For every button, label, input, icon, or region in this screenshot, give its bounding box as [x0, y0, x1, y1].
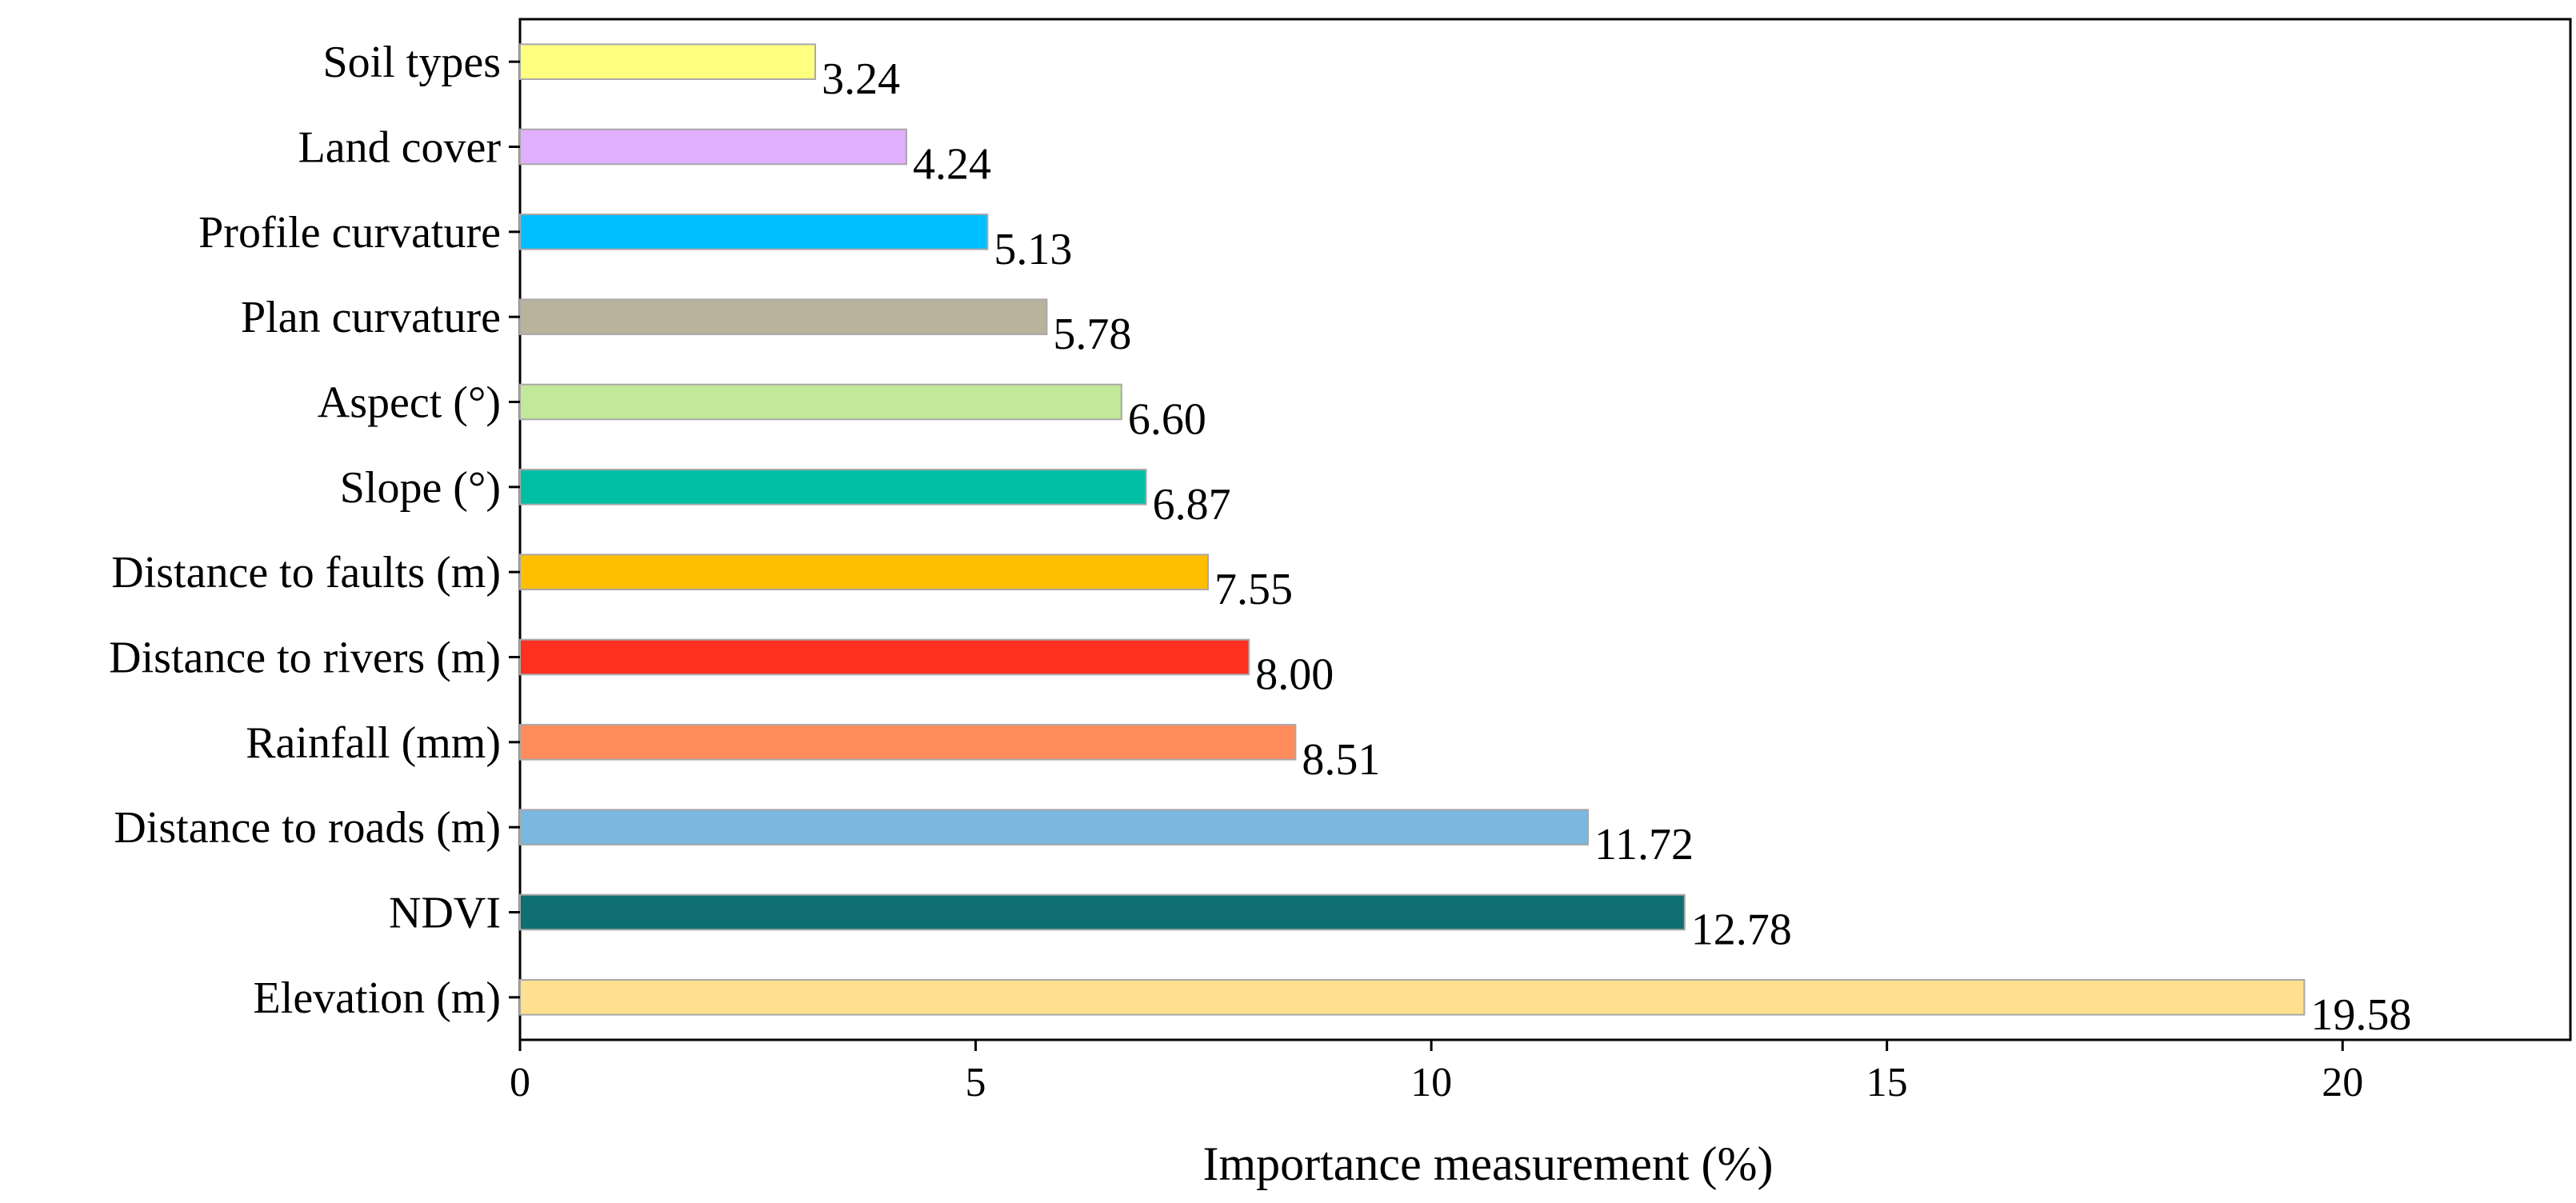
bar-4: [519, 383, 1122, 421]
value-label: 8.00: [1255, 650, 1334, 700]
category-label: Land cover: [298, 123, 502, 173]
value-label: 6.60: [1128, 395, 1206, 445]
category-label: Elevation (m): [254, 973, 501, 1023]
bar-10: [519, 893, 1686, 931]
value-label: 7.55: [1214, 565, 1293, 614]
x-tick-label: 20: [2322, 1060, 2363, 1105]
category-label: Plan curvature: [241, 293, 501, 342]
value-label: 5.13: [994, 225, 1072, 274]
category-label: Aspect (°): [318, 378, 501, 428]
bar-7: [519, 638, 1250, 676]
category-label: Distance to rivers (m): [109, 633, 501, 683]
bar-1: [519, 128, 907, 166]
category-label: Profile curvature: [198, 208, 501, 258]
bar-9: [519, 809, 1590, 845]
value-label: 11.72: [1594, 820, 1694, 869]
value-label: 19.58: [2310, 990, 2411, 1040]
x-axis-title: Importance measurement (%): [1203, 1137, 1774, 1190]
value-label: 4.24: [913, 140, 991, 190]
x-tick-label: 10: [1410, 1060, 1452, 1105]
x-axis-ticks: 0 5 10 15 20: [510, 1040, 2363, 1105]
bar-2: [519, 214, 989, 250]
category-label: Soil types: [323, 38, 501, 87]
value-label: 5.78: [1053, 310, 1131, 359]
category-label: Rainfall (mm): [246, 718, 501, 768]
category-label: Distance to faults (m): [111, 548, 501, 598]
category-label: Distance to roads (m): [114, 803, 501, 853]
category-label: Slope (°): [340, 463, 501, 513]
bar-6: [519, 554, 1210, 590]
x-tick-label: 0: [510, 1060, 530, 1105]
x-tick-label: 5: [966, 1060, 986, 1105]
bars-layer: Soil types 3.24 Land cover 4.24 Profile curv…: [109, 38, 2411, 1040]
value-label: 8.51: [1302, 735, 1380, 785]
plot-frame: [518, 18, 2572, 1041]
bar-11: [519, 979, 2306, 1016]
bar-8: [519, 724, 1297, 761]
bar-3: [519, 298, 1048, 335]
category-label: NDVI: [389, 889, 501, 938]
value-label: 6.87: [1153, 480, 1231, 530]
x-tick-label: 15: [1866, 1060, 1908, 1105]
value-label: 12.78: [1691, 905, 1792, 955]
bar-0: [519, 43, 817, 80]
bar-5: [519, 469, 1147, 506]
value-label: 3.24: [822, 54, 900, 104]
